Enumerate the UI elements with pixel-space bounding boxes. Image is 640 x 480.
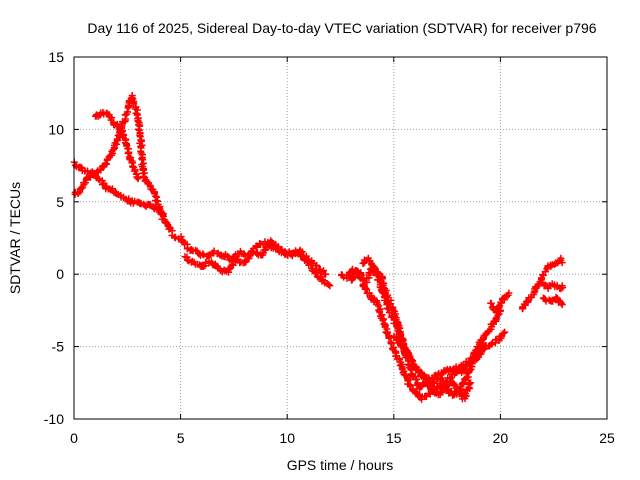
x-axis-label: GPS time / hours — [287, 457, 394, 473]
grid — [74, 57, 607, 419]
plus-markers — [487, 289, 513, 317]
series-track-h — [359, 254, 475, 403]
series-track-k — [518, 254, 566, 313]
series-track-c — [92, 108, 142, 183]
plot-frame — [73, 56, 608, 420]
plus-markers — [181, 237, 334, 290]
x-tick-label: 5 — [177, 430, 185, 446]
y-tick-label: 10 — [48, 121, 64, 137]
chart-title: Day 116 of 2025, Sidereal Day-to-day VTE… — [87, 20, 596, 36]
plus-markers — [71, 168, 167, 220]
x-tick-label: 10 — [279, 430, 295, 446]
x-tick-label: 0 — [70, 430, 78, 446]
x-tick-label: 15 — [386, 430, 402, 446]
plus-markers — [92, 108, 142, 183]
series-track-e — [181, 237, 334, 290]
y-tick-label: 5 — [56, 194, 64, 210]
plus-markers — [539, 293, 566, 309]
y-tick-label: 0 — [56, 266, 64, 282]
plus-markers — [538, 278, 567, 293]
series-track-j — [487, 289, 513, 317]
plus-markers — [518, 254, 566, 313]
plus-markers — [359, 254, 475, 403]
series-track-m — [538, 278, 567, 293]
plus-markers — [390, 332, 487, 389]
series-track-l — [539, 293, 566, 309]
y-axis-label: SDTVAR / TECUs — [7, 182, 23, 294]
series-track-i — [390, 332, 487, 389]
y-tick-label: 15 — [48, 49, 64, 65]
data-points — [70, 92, 567, 403]
axis-ticks: 0 5 10 15 20 25 -10 -5 0 5 10 15 — [44, 49, 615, 446]
y-tick-label: -10 — [44, 411, 64, 427]
x-tick-label: 20 — [493, 430, 509, 446]
x-tick-label: 25 — [599, 430, 615, 446]
series-track-b — [71, 168, 167, 220]
y-tick-label: -5 — [52, 339, 65, 355]
